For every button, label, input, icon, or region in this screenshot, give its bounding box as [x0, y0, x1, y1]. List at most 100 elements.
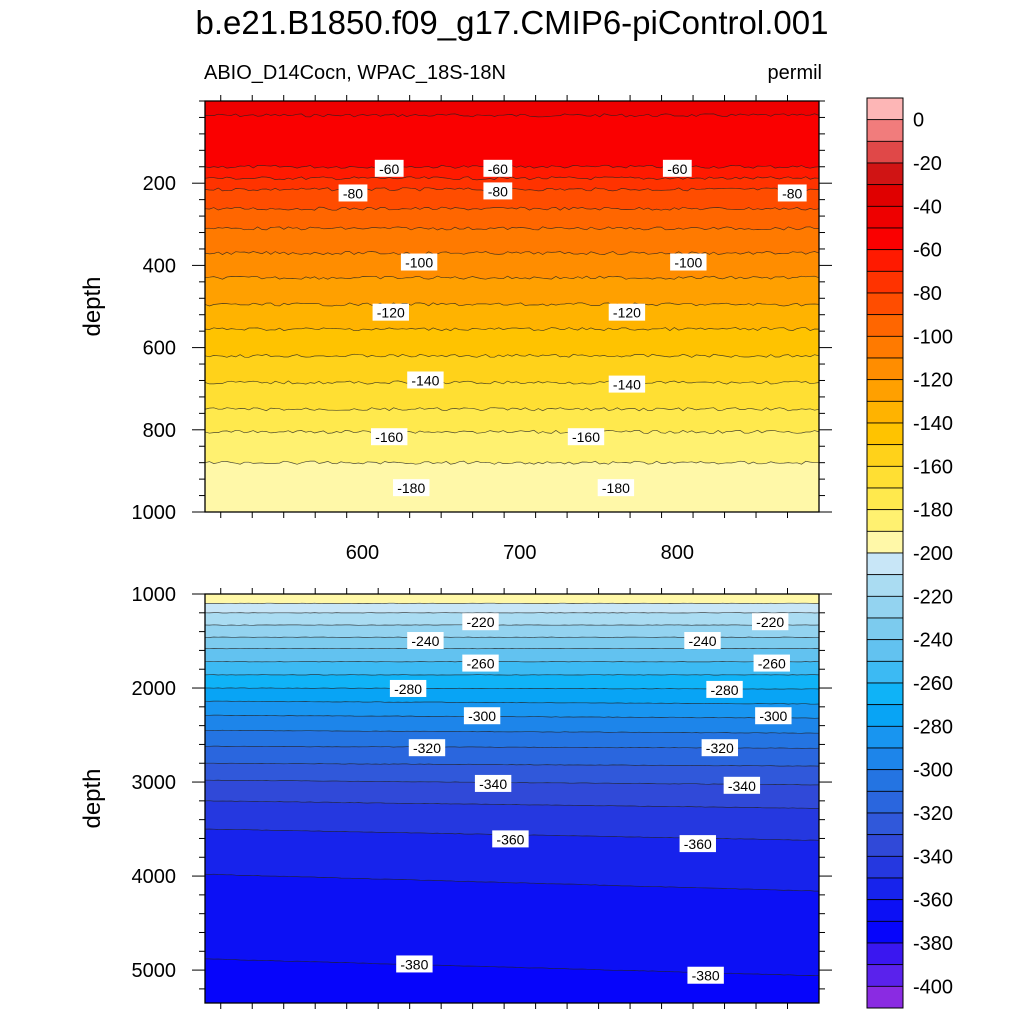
colorbar-swatch	[866, 119, 904, 142]
contour-band	[205, 461, 819, 512]
y-tick-label: 5000	[132, 960, 177, 982]
lower-panel: -220 -220 -240 -240 -260 -260 -280 -280 -300 -300…	[79, 584, 832, 1009]
contour-label: -360	[492, 830, 529, 848]
colorbar-label: -320	[913, 803, 953, 825]
svg-text:-340: -340	[479, 776, 507, 792]
units-label: permil	[767, 62, 822, 84]
svg-text:-180: -180	[602, 480, 630, 496]
contour-label: -280	[706, 680, 743, 698]
y-tick-label: 3000	[132, 772, 177, 794]
colorbar: 0 -20 -40 -60 -80 -100 -120 -140 -160 -180 -200 -22…	[866, 97, 953, 1009]
contour-line	[205, 251, 819, 256]
colorbar-label: -380	[913, 933, 953, 955]
colorbar-swatch	[866, 834, 904, 857]
colorbar-swatch	[866, 292, 904, 316]
svg-text:-60: -60	[379, 161, 399, 177]
contour-line	[205, 636, 819, 638]
colorbar-swatch	[866, 855, 904, 879]
svg-text:-80: -80	[488, 183, 508, 199]
colorbar-label: -220	[913, 586, 953, 608]
y-tick-label: 4000	[132, 866, 177, 888]
colorbar-swatch	[866, 487, 904, 511]
colorbar-swatch	[866, 877, 904, 901]
colorbar-swatch	[866, 920, 904, 944]
svg-text:-280: -280	[394, 681, 422, 697]
contour-label: -300	[463, 707, 501, 725]
colorbar-swatch	[866, 184, 904, 207]
colorbar-label: 0	[913, 110, 924, 132]
contour-line	[205, 700, 819, 705]
svg-text:-180: -180	[397, 480, 425, 496]
contour-label: -340	[474, 774, 512, 792]
contour-line	[205, 873, 819, 892]
colorbar-label: -360	[913, 890, 953, 912]
svg-text:-280: -280	[711, 682, 739, 698]
svg-text:-220: -220	[756, 614, 784, 630]
colorbar-label: -160	[913, 456, 953, 478]
colorbar-swatch	[866, 97, 904, 121]
svg-text:-240: -240	[688, 633, 716, 649]
contour-line	[205, 729, 819, 734]
colorbar-label: -100	[913, 326, 953, 348]
svg-text:-220: -220	[466, 614, 494, 630]
colorbar-label: -260	[913, 673, 953, 695]
x-tick-label: 600	[346, 542, 379, 564]
colorbar-swatch	[866, 335, 904, 359]
contour-label: -320	[701, 739, 739, 757]
svg-text:-300: -300	[468, 708, 496, 724]
colorbar-swatch	[866, 249, 904, 272]
contour-line	[205, 380, 819, 385]
contour-label: -140	[407, 371, 444, 389]
svg-text:-380: -380	[692, 968, 720, 984]
svg-text:-160: -160	[375, 429, 403, 445]
svg-text:-340: -340	[728, 778, 756, 794]
contour-label: -120	[608, 303, 646, 321]
contour-label: -220	[462, 613, 499, 631]
colorbar-swatch	[866, 639, 904, 662]
contour-label: -80	[777, 184, 807, 202]
contour-line	[205, 353, 819, 358]
contour-line	[205, 176, 819, 181]
colorbar-swatch	[866, 465, 904, 489]
colorbar-swatch	[866, 812, 904, 836]
colorbar-swatch	[866, 682, 904, 706]
y-axis-title: depth	[79, 768, 106, 828]
colorbar-swatch	[866, 595, 904, 619]
chart-title: b.e21.B1850.f09_g17.CMIP6-piControl.001	[195, 4, 829, 41]
svg-text:-240: -240	[411, 633, 439, 649]
contour-label: -60	[483, 159, 513, 177]
colorbar-swatch	[866, 574, 904, 597]
colorbar-label: -280	[913, 716, 953, 738]
contour-line	[205, 674, 819, 676]
colorbar-swatch	[866, 140, 904, 164]
colorbar-swatch	[866, 270, 904, 294]
colorbar-swatch	[866, 205, 904, 229]
contour-line	[205, 714, 819, 719]
contour-line	[205, 206, 819, 211]
colorbar-swatch	[866, 444, 904, 467]
colorbar-swatch	[866, 769, 904, 792]
contour-label: -240	[684, 632, 721, 650]
colorbar-swatch	[866, 790, 904, 814]
colorbar-label: -20	[913, 153, 942, 175]
y-tick-label: 200	[143, 173, 176, 195]
colorbar-label: -200	[913, 543, 953, 565]
colorbar-swatch	[866, 509, 904, 532]
colorbar-swatch	[866, 400, 904, 424]
contour-label: -380	[396, 955, 433, 973]
contour-band	[205, 958, 819, 1003]
svg-text:-80: -80	[343, 185, 363, 201]
contour-label: -120	[372, 303, 409, 321]
colorbar-swatch	[866, 314, 904, 337]
contour-line	[205, 226, 819, 231]
contour-line	[205, 113, 819, 118]
contour-label: -340	[723, 776, 761, 794]
contour-label: -180	[393, 479, 430, 497]
colorbar-swatch	[866, 357, 904, 381]
colorbar-label: -40	[913, 196, 942, 218]
colorbar-swatch	[866, 985, 904, 1009]
contour-label: -260	[462, 654, 499, 672]
colorbar-label: -400	[913, 976, 953, 998]
contour-label: -80	[338, 184, 368, 202]
